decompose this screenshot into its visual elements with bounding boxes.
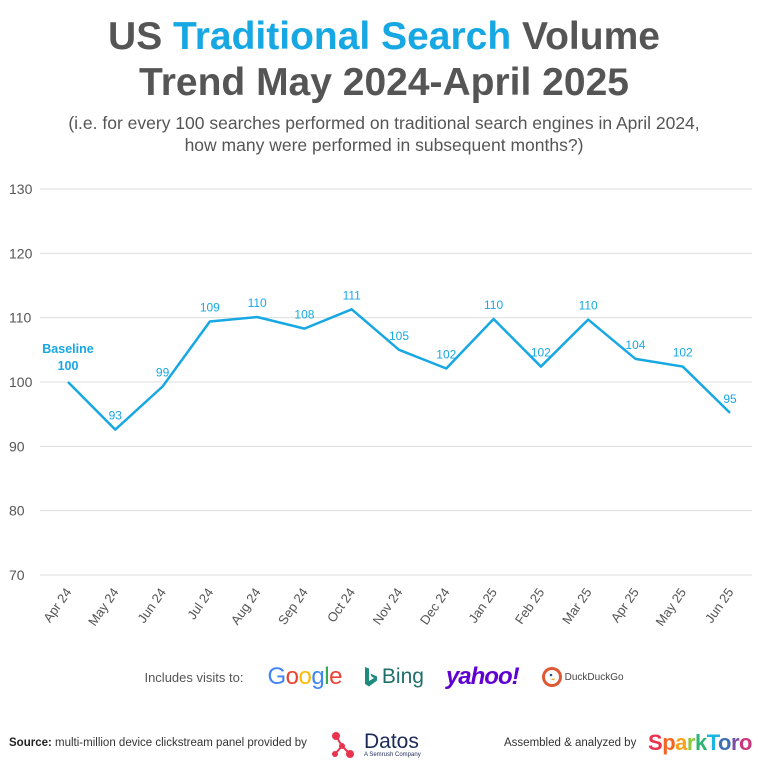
subtitle-line-1: (i.e. for every 100 searches performed o… <box>68 113 700 133</box>
chart-subtitle: (i.e. for every 100 searches performed o… <box>0 112 768 156</box>
y-tick-label: 80 <box>9 503 25 519</box>
source-note: Source: multi-million device clickstream… <box>9 737 307 749</box>
bing-wordmark: Bing <box>381 665 424 688</box>
sources-row: Includes visits to: Google Bing yahoo! D… <box>0 660 768 694</box>
datos-network-icon <box>332 732 354 758</box>
x-tick-label: Oct 24 <box>324 585 358 625</box>
source-text: multi-million device clickstream panel p… <box>51 737 307 749</box>
data-label: 102 <box>436 347 456 361</box>
data-label: 93 <box>109 409 123 423</box>
data-label: 99 <box>156 366 170 380</box>
sparktoro-letter: S <box>648 730 663 755</box>
y-tick-label: 70 <box>9 567 25 583</box>
title-accent: Traditional Search <box>173 15 512 58</box>
google-letter: o <box>285 663 299 690</box>
data-labels: 100 93 99 109 110 108 111 105 102 110 102 110 104 102… <box>58 288 737 422</box>
x-tick-label: Jun 24 <box>134 585 169 626</box>
x-tick-label: Jul 24 <box>184 585 216 622</box>
x-axis-ticks: Apr 24 May 24 Jun 24 Jul 24 Aug 24 Sep 24 Oct … <box>40 585 736 629</box>
y-tick-label: 90 <box>9 438 25 454</box>
sparktoro-letter: o <box>739 730 752 755</box>
footer: Source: multi-million device clickstream… <box>0 728 768 762</box>
google-logo: Google <box>267 663 342 691</box>
sparktoro-letter: r <box>730 730 740 755</box>
data-label: 110 <box>248 296 267 310</box>
series-line <box>67 308 731 431</box>
x-tick-label: Apr 24 <box>40 585 74 625</box>
duck-icon <box>541 667 562 687</box>
bing-logo: Bing <box>364 665 424 689</box>
google-letter: e <box>329 663 342 690</box>
x-tick-label: May 25 <box>652 585 689 629</box>
x-tick-label: Sep 24 <box>275 585 311 627</box>
data-label: 110 <box>579 299 598 313</box>
datos-logo: Datos A Semrush Company <box>330 730 421 760</box>
assembled-note: Assembled & analyzed by <box>504 737 637 749</box>
grid-lines <box>40 188 752 576</box>
sparktoro-letter: a <box>675 730 687 755</box>
data-label: 110 <box>484 298 503 312</box>
datos-tagline: A Semrush Company <box>364 751 421 758</box>
y-axis-ticks: 70 80 90 100 110 120 130 <box>9 181 33 583</box>
x-tick-label: Jan 25 <box>465 585 500 626</box>
title-line-2: Trend May 2024-April 2025 <box>139 61 629 104</box>
sparktoro-letter: r <box>686 730 696 755</box>
title-suffix: Volume <box>511 15 660 58</box>
x-tick-label: Feb 25 <box>512 585 548 627</box>
x-tick-label: Apr 25 <box>608 585 642 625</box>
data-label: 105 <box>389 329 409 343</box>
google-letter: o <box>298 663 312 690</box>
title-prefix: US <box>108 15 174 58</box>
source-label: Source: <box>9 737 52 749</box>
line-chart: 70 80 90 100 110 120 130 Apr 24 May 24 Jun 24 Jul… <box>9 181 752 629</box>
data-label: 104 <box>625 338 645 352</box>
data-label: 108 <box>294 308 314 322</box>
data-label: 100 <box>58 359 79 373</box>
x-tick-label: Aug 24 <box>228 585 264 627</box>
data-label: 109 <box>200 301 220 315</box>
google-letter: l <box>324 663 330 690</box>
data-label: 102 <box>531 346 551 360</box>
x-tick-label: Nov 24 <box>370 585 406 627</box>
subtitle-line-2: how many were performed in subsequent mo… <box>184 135 584 155</box>
google-letter: g <box>311 663 325 690</box>
data-label: 111 <box>343 288 362 302</box>
x-tick-label: Dec 24 <box>417 585 453 627</box>
x-tick-label: Mar 25 <box>559 585 594 627</box>
sparktoro-letter: p <box>662 730 676 755</box>
data-label: 95 <box>723 392 737 406</box>
y-tick-label: 100 <box>9 374 33 390</box>
sources-label: Includes visits to: <box>144 669 244 685</box>
duckduckgo-wordmark: DuckDuckGo <box>564 671 624 683</box>
x-tick-label: May 24 <box>85 585 122 629</box>
baseline-annotation: Baseline <box>42 342 93 356</box>
duckduckgo-logo: DuckDuckGo <box>541 666 624 688</box>
chart-title: US Traditional Search Volume Trend May 2… <box>0 14 768 106</box>
x-tick-label: Jun 25 <box>702 585 737 626</box>
google-letter: G <box>267 663 286 690</box>
sparktoro-letter: k <box>694 730 707 755</box>
bing-icon <box>364 667 377 687</box>
y-tick-label: 120 <box>9 245 33 261</box>
data-label: 102 <box>673 346 693 360</box>
datos-name: Datos <box>364 729 419 753</box>
sparktoro-logo: SparkToro <box>648 730 752 756</box>
datos-wordmark: Datos A Semrush Company <box>364 729 421 759</box>
y-tick-label: 110 <box>9 310 32 326</box>
sparktoro-letter: o <box>718 730 731 755</box>
sparktoro-letter: T <box>706 730 719 755</box>
title-line-1: US Traditional Search Volume <box>0 14 768 60</box>
yahoo-logo: yahoo! <box>445 663 520 690</box>
y-tick-label: 130 <box>9 181 33 197</box>
